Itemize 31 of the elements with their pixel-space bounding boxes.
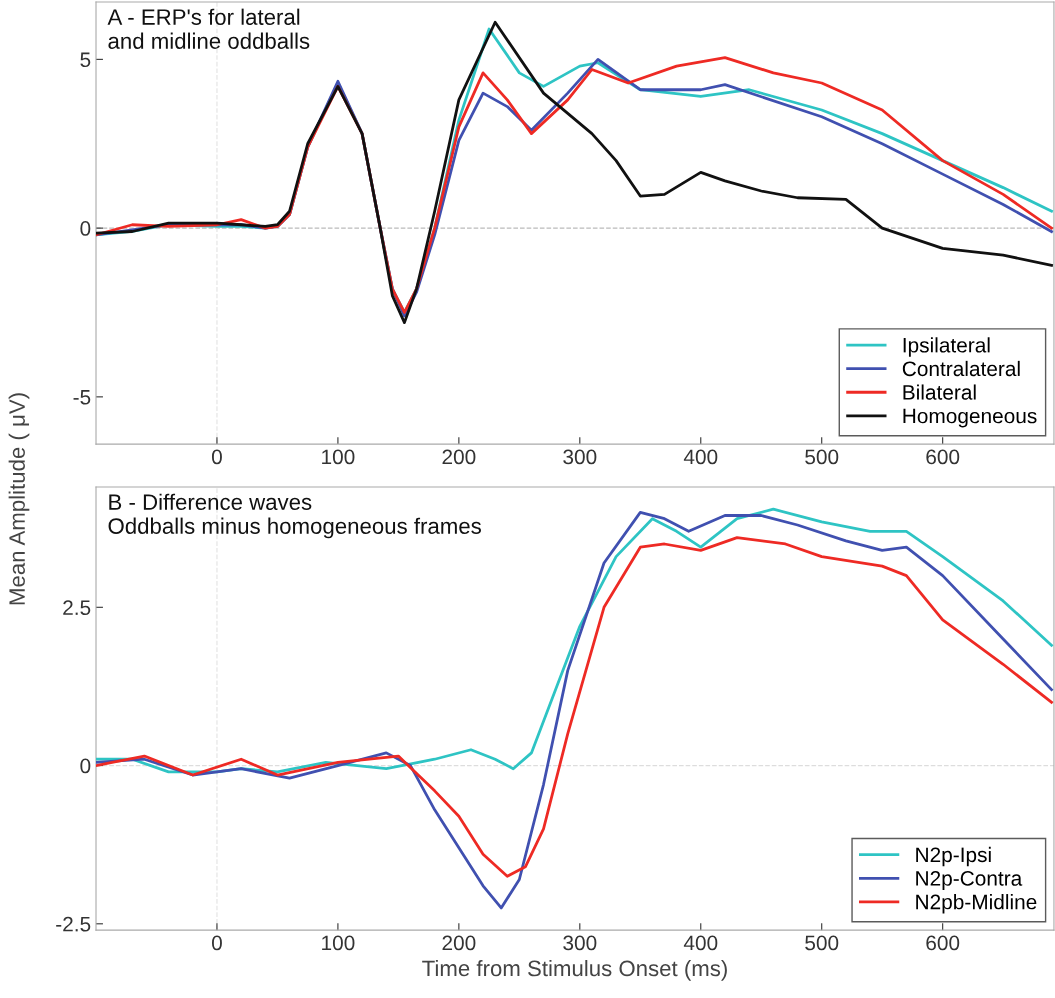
- x-tick-label: 300: [563, 935, 597, 951]
- y-tick-label: -2.5: [56, 916, 91, 932]
- y-tick-label: 2.5: [63, 600, 91, 616]
- legend-label: N2pb-Midline: [916, 894, 1037, 914]
- x-axis-title: Time from Stimulus Onset (ms): [422, 959, 727, 981]
- x-tick-label: 0: [211, 449, 222, 465]
- x-tick-label: 400: [683, 449, 718, 465]
- x-tick-label: 600: [926, 449, 960, 465]
- x-tick-label: 200: [442, 935, 476, 951]
- y-tick-label: 0: [80, 758, 91, 774]
- x-tick-label: 0: [211, 935, 222, 951]
- y-tick-label: 5: [80, 52, 91, 68]
- legend-label: Homogeneous: [903, 408, 1037, 428]
- y-tick-label: 0: [80, 221, 91, 236]
- x-tick-label: 500: [805, 449, 839, 465]
- text: B - Difference waves Oddballs minus homogeneous frames: [108, 493, 481, 539]
- legend-label: Contralateral: [902, 360, 1020, 377]
- text: A - ERP's for lateral and midline oddballs: [107, 8, 310, 49]
- y-axis-title: Mean Amplitude ( μV): [8, 393, 30, 605]
- legend-label: Ipsilateral: [903, 337, 990, 357]
- x-tick-label: 300: [563, 449, 597, 465]
- legend-label: N2p-Contra: [916, 871, 1023, 890]
- x-tick-label: 400: [683, 935, 718, 951]
- legend-label: N2p-Ipsi: [916, 846, 991, 867]
- legend-label: Bilateral: [903, 384, 976, 400]
- x-tick-label: 500: [805, 935, 839, 951]
- x-tick-label: 200: [442, 449, 476, 465]
- x-tick-label: 100: [322, 935, 355, 951]
- x-tick-label: 100: [322, 449, 355, 465]
- x-tick-label: 600: [926, 935, 960, 951]
- y-tick-label: -5: [73, 390, 91, 405]
